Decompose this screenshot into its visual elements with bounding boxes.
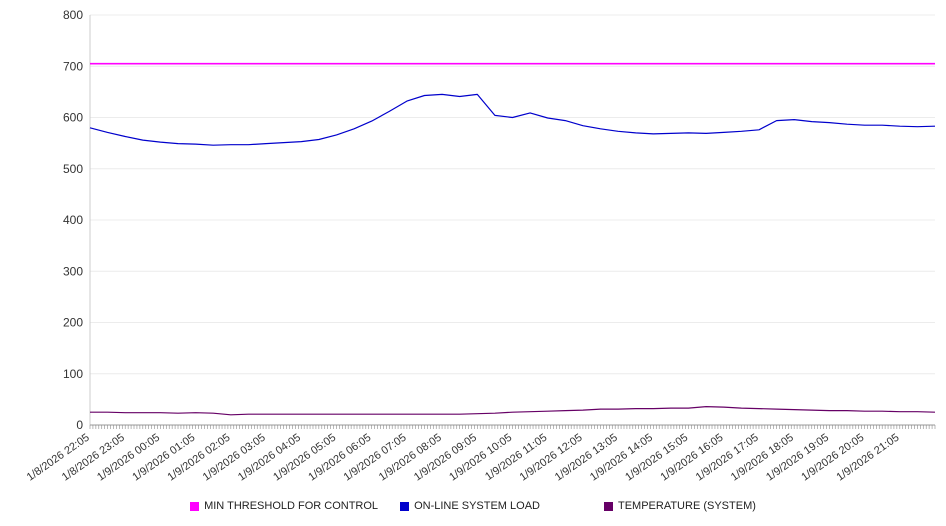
x-axis-minor-ticks (89, 425, 936, 429)
legend-label-system-load: ON-LINE SYSTEM LOAD (414, 500, 540, 512)
chart-canvas: 0 100 200 300 400 500 600 700 800 1/8/2026 22:051… (25, 8, 936, 484)
legend-label-temperature: TEMPERATURE (SYSTEM) (617, 500, 756, 512)
legend-item-system-load: ON-LINE SYSTEM LOAD (400, 500, 540, 512)
chart-legend: MIN THRESHOLD FOR CONTROL ON-LINE SYSTEM… (0, 500, 946, 512)
legend-item-min-threshold: MIN THRESHOLD FOR CONTROL (190, 500, 378, 512)
legend-item-temperature: TEMPERATURE (SYSTEM) (603, 500, 756, 512)
legend-swatch-system-load (400, 501, 410, 511)
gridlines (90, 14, 935, 426)
svg-text:500: 500 (63, 162, 83, 176)
svg-text:1/9/2026 21:05: 1/9/2026 21:05 (835, 432, 902, 484)
load-chart: 0 100 200 300 400 500 600 700 800 1/8/2026 22:05 1… (25, 8, 936, 484)
series-lines (89, 62, 936, 416)
legend-swatch-temperature (603, 501, 613, 511)
legend-swatch-min-threshold (190, 501, 200, 511)
svg-text:100: 100 (63, 367, 83, 381)
svg-text:300: 300 (63, 264, 83, 278)
x-axis-labels: 1/8/2026 22:051/8/2026 23:051/9/2026 00:… (25, 432, 902, 484)
series-line-1 (89, 93, 936, 146)
svg-text:800: 800 (63, 8, 83, 22)
svg-text:0: 0 (76, 418, 83, 432)
svg-text:600: 600 (63, 111, 83, 125)
legend-label-min-threshold: MIN THRESHOLD FOR CONTROL (204, 500, 379, 512)
svg-text:700: 700 (63, 59, 83, 73)
y-axis-labels: 0 100 200 300 400 500 600 700 800 (63, 8, 83, 432)
svg-text:200: 200 (63, 316, 83, 330)
svg-text:400: 400 (63, 213, 83, 227)
series-line-2 (90, 406, 936, 416)
